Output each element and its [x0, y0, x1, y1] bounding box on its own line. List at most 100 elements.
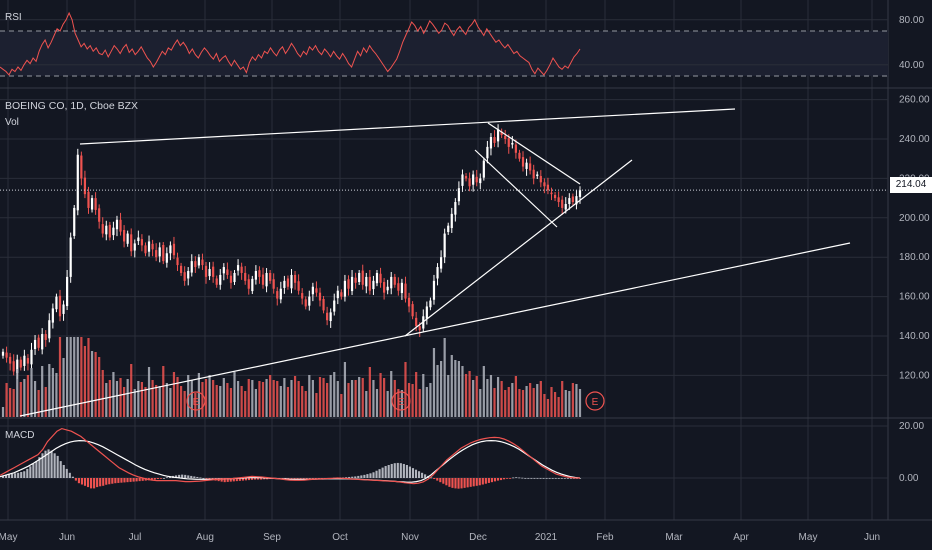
candle-body [514, 144, 517, 153]
macd-hist-bar [4, 474, 8, 478]
volume-bar [301, 386, 304, 417]
macd-hist-bar [566, 478, 569, 479]
volume-bar [12, 389, 15, 417]
macd-hist-bar [496, 478, 500, 481]
macd-hist-bar [23, 471, 26, 478]
candle-body [247, 279, 250, 289]
candle-body [286, 278, 290, 287]
macd-hist-bar [238, 478, 241, 481]
candle-body [222, 267, 225, 274]
volume-bar [194, 393, 197, 417]
candle-body [553, 194, 557, 199]
macd-hist-bar [293, 478, 296, 479]
price-tick-label: 120.00 [899, 370, 930, 381]
volume-bar [432, 348, 436, 417]
volume-bar [290, 380, 293, 417]
macd-hist-bar [439, 478, 442, 483]
candle-body [147, 241, 151, 252]
macd-hist-bar [569, 478, 572, 479]
macd-hist-bar [354, 476, 357, 478]
macd-hist-bar [436, 478, 439, 481]
candle-body [48, 320, 51, 339]
macd-hist-bar [417, 471, 421, 478]
x-axis-tick-label: Oct [332, 532, 348, 543]
candle-body [379, 273, 382, 283]
volume-bar [105, 383, 108, 417]
last-price-tag: 214.04 [890, 177, 932, 193]
volume-bar [486, 379, 489, 417]
candle-body [112, 227, 115, 236]
macd-hist-bar [129, 478, 132, 482]
macd-label: MACD [5, 430, 35, 441]
candle-body [101, 224, 104, 234]
candle-body [372, 280, 375, 290]
macd-hist-bar [408, 466, 411, 478]
macd-hist-bar [433, 478, 436, 480]
volume-bar [464, 374, 468, 417]
x-axis-tick-label: Nov [401, 532, 419, 543]
candle-body [347, 279, 350, 289]
macd-hist-bar [442, 478, 445, 484]
candle-body [411, 304, 414, 317]
rsi-tick-label: 40.00 [899, 60, 924, 71]
volume-bar [386, 391, 389, 417]
macd-hist-bar [56, 455, 59, 478]
macd-hist-bar [257, 478, 260, 480]
volume-bar [283, 378, 286, 417]
macd-hist-bar [305, 478, 308, 479]
price-tick-label: 260.00 [899, 95, 930, 106]
candle-body [500, 131, 503, 136]
macd-hist-bar [135, 478, 138, 482]
macd-hist-bar [466, 478, 469, 488]
volume-bar [333, 372, 336, 417]
volume-bar [379, 373, 382, 417]
macd-hist-bar [26, 468, 29, 478]
macd-hist-bar [484, 478, 487, 484]
macd-hist-bar [454, 478, 457, 489]
macd-hist-bar [363, 474, 366, 478]
candle-body [329, 312, 332, 322]
volume-bar [550, 387, 553, 417]
macd-hist-bar [375, 470, 378, 478]
volume-bar [51, 368, 54, 417]
macd-hist-bar [71, 476, 74, 478]
volume-bar [297, 381, 300, 417]
macd-hist-bar [29, 466, 32, 478]
volume-bar [276, 381, 279, 417]
earnings-marker-label: E [592, 397, 599, 408]
volume-bar [543, 394, 546, 417]
candle-body [201, 259, 204, 266]
volume-bar [308, 375, 311, 417]
macd-hist-bar [99, 478, 102, 487]
candle-body [518, 152, 521, 159]
macd-hist-bar [202, 478, 205, 479]
macd-hist-bar [551, 478, 554, 479]
candle-body [226, 269, 229, 275]
volume-bar [133, 389, 136, 417]
macd-hist-bar [287, 478, 290, 479]
macd-hist-bar [414, 469, 418, 478]
candle-body [297, 281, 300, 291]
candle-body [429, 300, 432, 308]
macd-hist-bar [132, 478, 135, 482]
volume-bar [169, 388, 172, 417]
candle-body [55, 296, 58, 310]
candle-body [350, 276, 354, 292]
volume-bar [347, 383, 350, 417]
candle-body [194, 261, 197, 268]
volume-bar [489, 375, 493, 417]
macd-hist-bar [542, 478, 545, 479]
macd-hist-bar [493, 478, 497, 482]
candle-body [172, 243, 176, 256]
volume-bar [568, 391, 571, 417]
volume-bar [251, 380, 254, 417]
volume-bar [311, 380, 314, 417]
macd-hist-bar [387, 465, 390, 478]
candle-body [165, 253, 168, 263]
candle-body [62, 304, 65, 314]
candle-body [340, 292, 343, 297]
candle-body [472, 174, 475, 185]
macd-hist-bar [120, 478, 123, 483]
candle-body [504, 135, 507, 139]
